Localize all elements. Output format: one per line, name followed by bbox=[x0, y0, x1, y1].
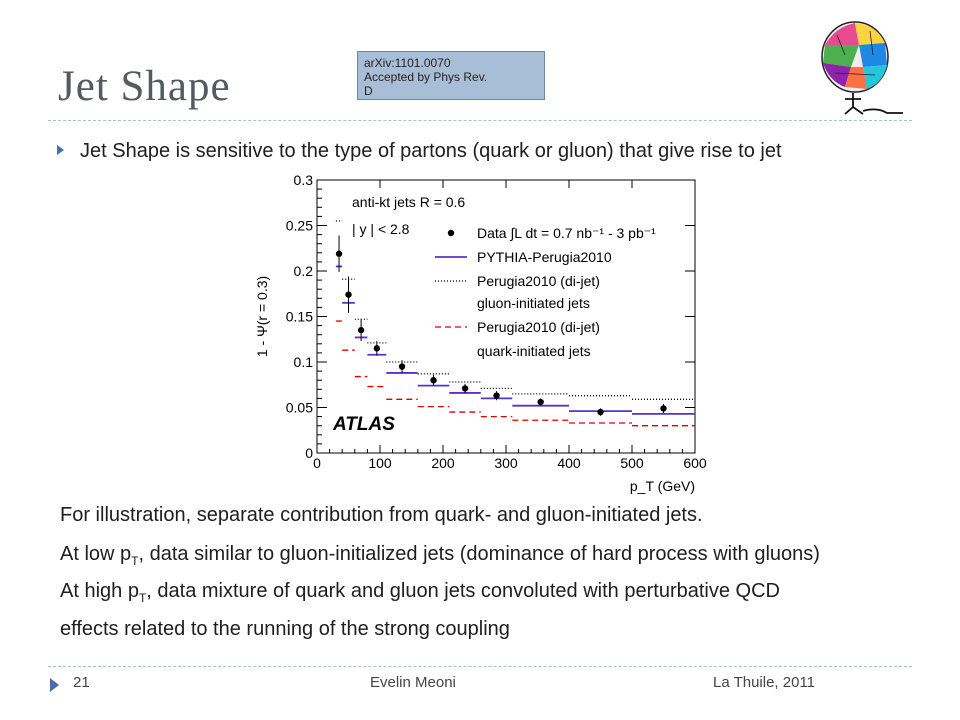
legend-label: Data ∫L dt = 0.7 nb⁻¹ - 3 pb⁻¹ bbox=[477, 225, 656, 241]
jet-shape-chart: 0 100 200 300 400 500 600 0 0.05 0.1 0.15 0.2 0.25 0.… bbox=[254, 172, 707, 494]
x-tick-label: 300 bbox=[494, 455, 518, 471]
y-tick-label: 0.05 bbox=[286, 400, 313, 416]
y-tick-label: 0.1 bbox=[294, 354, 314, 370]
footer-event: La Thuile, 2011 bbox=[713, 674, 816, 691]
text-line-2: At low pT, data similar to gluon-initial… bbox=[60, 543, 820, 568]
y-tick-label: 0.2 bbox=[294, 263, 314, 279]
chart-annotation-rapidity: | y | < 2.8 bbox=[352, 221, 410, 237]
legend-label: gluon-initiated jets bbox=[477, 295, 590, 311]
reference-line-2: Accepted by Phys Rev. bbox=[364, 70, 488, 84]
y-tick-label: 0.25 bbox=[286, 218, 313, 234]
slide-title: Jet Shape bbox=[58, 63, 231, 110]
x-axis-label: p_T (GeV) bbox=[630, 478, 695, 494]
data-point bbox=[345, 291, 352, 298]
legend-data-marker bbox=[447, 229, 455, 237]
legend-label: PYTHIA-Perugia2010 bbox=[477, 249, 612, 265]
footer-arrow-icon bbox=[50, 678, 59, 692]
data-point bbox=[373, 345, 381, 352]
bullet-item: Jet Shape is sensitive to the type of pa… bbox=[57, 140, 782, 163]
footer-author: Evelin Meoni bbox=[370, 674, 456, 691]
legend-label: quark-initiated jets bbox=[477, 343, 591, 359]
data-point bbox=[461, 385, 469, 392]
y-tick-label: 0.15 bbox=[286, 309, 313, 325]
header-divider bbox=[48, 120, 912, 121]
text-line-1: For illustration, separate contribution … bbox=[60, 504, 703, 526]
bullet-text: Jet Shape is sensitive to the type of pa… bbox=[80, 140, 782, 162]
data-point bbox=[597, 408, 604, 416]
x-tick-label: 500 bbox=[620, 455, 644, 471]
footer-page-number: 21 bbox=[73, 674, 90, 691]
x-tick-label: 400 bbox=[557, 455, 581, 471]
data-point bbox=[537, 398, 544, 406]
conference-logo bbox=[821, 21, 903, 115]
bullet-arrow-icon bbox=[57, 145, 64, 155]
y-axis-label: 1 - Ψ(r = 0.3) bbox=[254, 276, 270, 357]
y-tick-label: 0 bbox=[305, 445, 313, 461]
data-point bbox=[493, 392, 500, 399]
data-point bbox=[398, 363, 406, 370]
chart-annotation-jets: anti-kt jets R = 0.6 bbox=[352, 194, 465, 210]
data-point bbox=[430, 377, 437, 384]
data-point bbox=[660, 405, 667, 412]
text-line-4: effects related to the running of the st… bbox=[60, 618, 510, 640]
y-tick-label: 0.3 bbox=[294, 172, 314, 188]
x-tick-label: 600 bbox=[683, 455, 707, 471]
reference-line-1: arXiv:1101.0070 bbox=[364, 56, 451, 70]
text-line-3: At high pT, data mixture of quark and gl… bbox=[60, 580, 780, 605]
data-point bbox=[335, 250, 343, 257]
legend-label: Perugia2010 (di-jet) bbox=[477, 319, 600, 335]
reference-line-3: D bbox=[364, 84, 373, 98]
legend-label: Perugia2010 (di-jet) bbox=[477, 273, 600, 289]
footer-divider bbox=[48, 666, 912, 667]
atlas-label: ATLAS bbox=[332, 414, 395, 435]
x-tick-label: 200 bbox=[431, 455, 455, 471]
reference-box: arXiv:1101.0070 Accepted by Phys Rev. D bbox=[357, 51, 545, 100]
x-tick-label: 100 bbox=[368, 455, 392, 471]
data-point bbox=[357, 326, 365, 334]
x-tick-label: 0 bbox=[313, 455, 321, 471]
